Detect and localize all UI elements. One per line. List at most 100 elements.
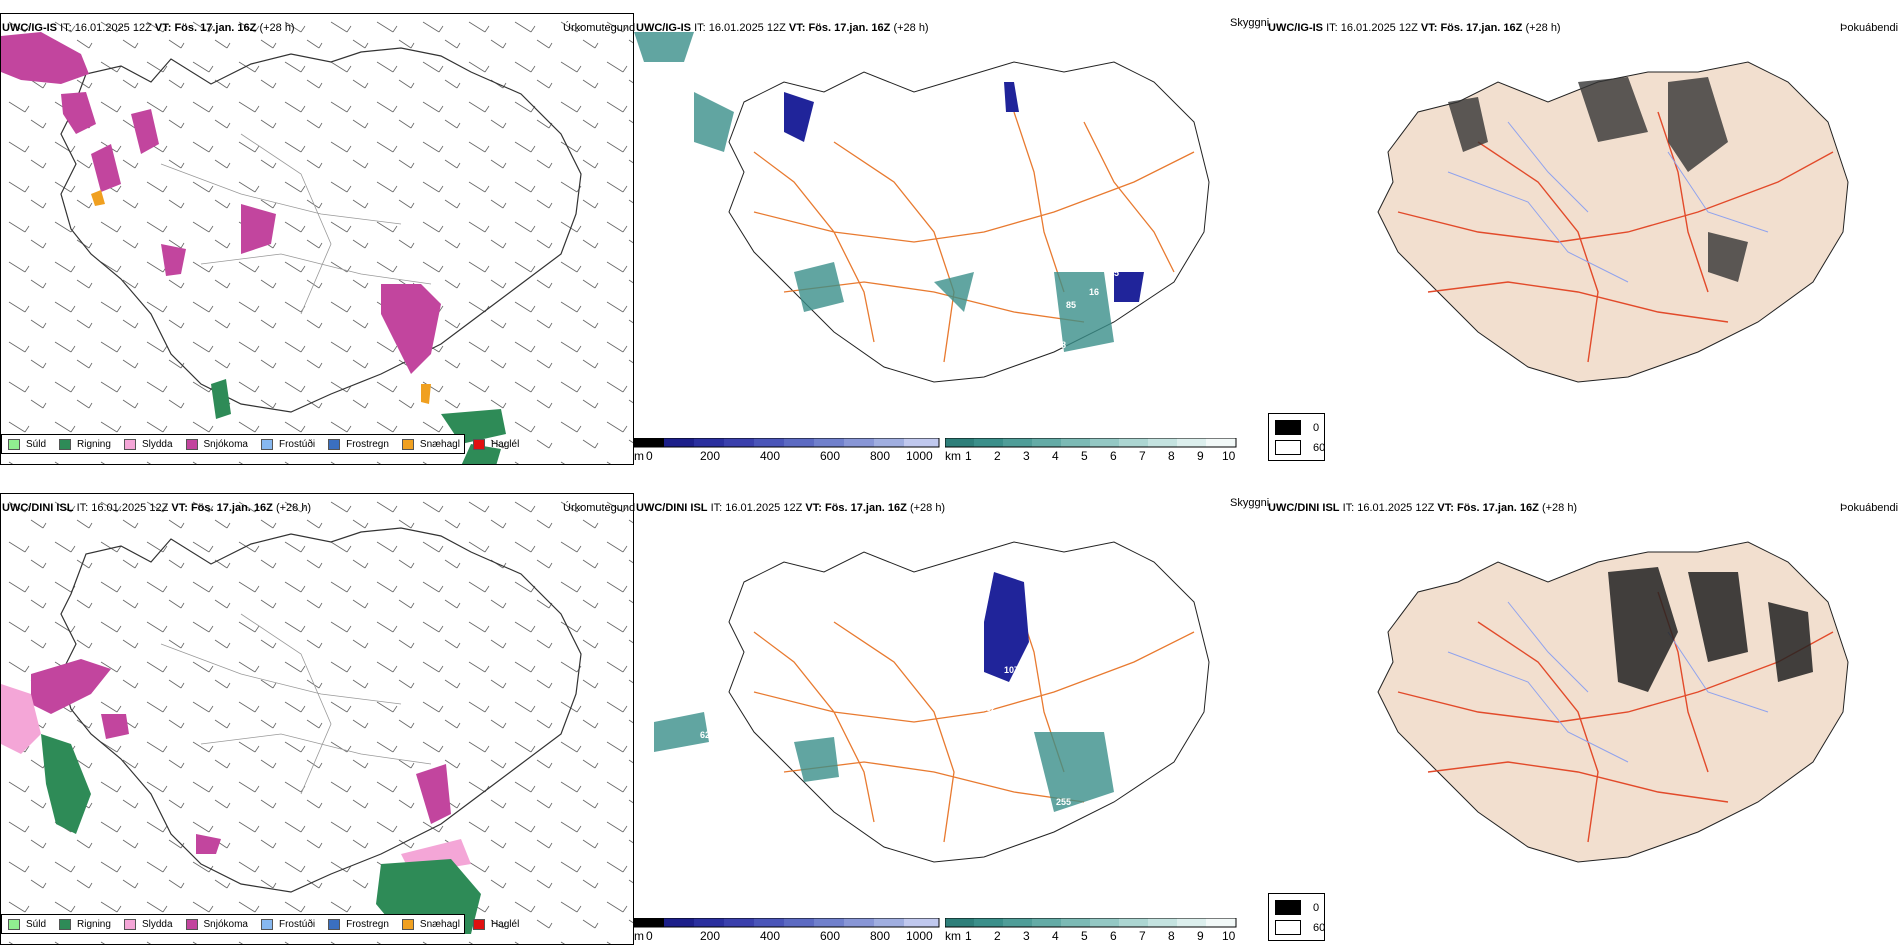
precip-type-map-svg-top (1, 14, 633, 464)
visibility-map-bottom: 622 107 123 132 255 88 34 (634, 512, 1270, 942)
vt-label: VT: (154, 22, 172, 34)
vt-label: VT: (1437, 502, 1454, 514)
legend-label: Snjókoma (203, 918, 248, 930)
lead-time: (+28 h) (909, 502, 946, 514)
visibility-tick: 4 (1052, 929, 1059, 943)
ceiling-tick: 1000 (906, 929, 933, 943)
legend-label: Frostúði (278, 918, 316, 930)
precip-type-title-bottom: Úrkomutegund (563, 502, 636, 514)
ceiling-colorbar-labels-bottom: m 0 200 400 600 800 1000 (634, 929, 944, 943)
it-value: 16.01.2025 12Z (725, 502, 803, 514)
visibility-map-svg-top (634, 32, 1210, 383)
fog-legend-row-high: 0 (1275, 420, 1319, 435)
vt-label: VT: (788, 22, 806, 34)
it-value: 16.01.2025 12Z (1357, 502, 1435, 514)
legend-label: Rigning (77, 438, 111, 450)
visibility-tick: 7 (1139, 449, 1146, 463)
ceiling-colorbar-top (634, 438, 940, 448)
legend-item-slydda: Slydda (123, 918, 173, 930)
it-label: IT: (60, 22, 72, 34)
vt-value: Fös. 17.jan. 16Z (1456, 502, 1539, 514)
fog-swatch-dark (1275, 900, 1301, 915)
vt-value: Fös. 17.jan. 16Z (808, 22, 891, 34)
legend-label: Snæhagl (419, 918, 460, 930)
iceland-outline (728, 541, 1210, 863)
visibility-tick: 10 (1222, 929, 1236, 943)
wind-barbs-layer (1, 494, 633, 944)
model-name: UWC/DINI ISL (1268, 502, 1340, 514)
fog-legend-high: 0 (1313, 901, 1320, 914)
header-panel2-bottom: UWC/DINI ISL IT: 16.01.2025 12Z VT: Fös.… (636, 502, 945, 515)
visibility-tick: 7 (1139, 929, 1146, 943)
fog-map-bottom (1268, 512, 1898, 912)
ceiling-tick: 1000 (906, 449, 933, 463)
vt-value: Fös. 17.jan. 16Z (174, 22, 257, 34)
ceiling-tick: 400 (760, 929, 781, 943)
vt-label: VT: (171, 502, 188, 514)
visibility-tick: 2 (994, 929, 1001, 943)
fog-swatch-dark (1275, 420, 1301, 435)
legend-item-snjokoma: Snjókoma (185, 918, 248, 930)
legend-label: Slydda (141, 918, 173, 930)
visibility-unit: km (945, 929, 961, 943)
vis-label: 85 (1066, 300, 1077, 310)
lead-time: (+28 h) (1525, 22, 1561, 34)
legend-label: Haglél (490, 918, 520, 930)
ceiling-tick: 600 (820, 449, 841, 463)
legend-item-slydda: Slydda (123, 438, 173, 450)
visibility-tick: 9 (1197, 449, 1204, 463)
legend-swatch (8, 438, 20, 450)
lead-time: (+28 h) (275, 502, 312, 514)
vis-label: 503 (759, 230, 775, 240)
legend-item-rigning: Rigning (59, 918, 111, 930)
visibility-colorbar-top (945, 438, 1237, 448)
wind-barbs-layer (1, 14, 633, 464)
fog-map-svg-top (1377, 61, 1849, 383)
legend-label: Súld (26, 918, 47, 930)
fog-swatch-light (1275, 440, 1301, 455)
visibility-colorbar-labels-top: km 1 2 3 4 5 6 7 8 9 10 (945, 449, 1245, 463)
iceland-land-fog (1377, 61, 1849, 383)
visibility-map-top: 625 659 107 503 86 52 83 71 998 353 85 1… (634, 32, 1270, 462)
legend-item-snaehagl: Snæhagl (401, 918, 460, 930)
header-panel2-top: UWC/IG-IS IT: 16.01.2025 12Z VT: Fös. 17… (636, 22, 929, 35)
legend-swatch (260, 918, 273, 930)
fog-legend-top: 0 60 (1268, 413, 1325, 461)
lead-time: (+28 h) (1541, 502, 1578, 514)
legend-swatch (59, 918, 72, 930)
fog-title-top: Þokuábendi (1840, 22, 1899, 34)
visibility-tick: 5 (1081, 929, 1088, 943)
precip-legend-top: Súld Rigning Slydda Snjókoma Frostúði Fr… (1, 434, 519, 454)
visibility-tick: 1 (965, 929, 972, 943)
lead-time: (+28 h) (893, 22, 929, 34)
vis-label: 132 (981, 703, 997, 713)
ceiling-tick: 800 (870, 449, 891, 463)
visibility-tick: 6 (1110, 929, 1117, 943)
vis-label: 34 (914, 862, 925, 872)
visibility-tick: 3 (1023, 929, 1030, 943)
vt-value: Fös. 17.jan. 16Z (190, 502, 273, 514)
vis-label: 123 (991, 679, 1007, 689)
vt-label: VT: (1420, 22, 1438, 34)
legend-item-snaehagl: Snæhagl (401, 438, 460, 450)
header-panel3-bottom: UWC/DINI ISL IT: 16.01.2025 12Z VT: Fös.… (1268, 502, 1577, 515)
snow-area (1, 32, 441, 374)
ceiling-tick: 0 (646, 929, 653, 943)
visibility-teal-area (654, 712, 1114, 812)
fog-legend-low: 60 (1313, 441, 1326, 454)
vis-label: 255 (1056, 797, 1072, 807)
iceland-outline (728, 61, 1210, 383)
fog-road-network (1397, 111, 1834, 363)
it-label: IT: (694, 22, 706, 34)
legend-item-haglel: Haglél (472, 918, 520, 930)
legend-label: Frostúði (278, 438, 316, 450)
visibility-tick: 2 (994, 449, 1001, 463)
visibility-tick: 6 (1110, 449, 1117, 463)
ceiling-unit: m (634, 929, 644, 943)
legend-swatch (123, 918, 136, 930)
fog-legend-low: 60 (1313, 921, 1326, 934)
visibility-tick: 5 (1081, 449, 1088, 463)
it-label: IT: (1326, 22, 1338, 34)
vis-label: 107 (672, 168, 688, 178)
ceiling-tick: 800 (870, 929, 891, 943)
